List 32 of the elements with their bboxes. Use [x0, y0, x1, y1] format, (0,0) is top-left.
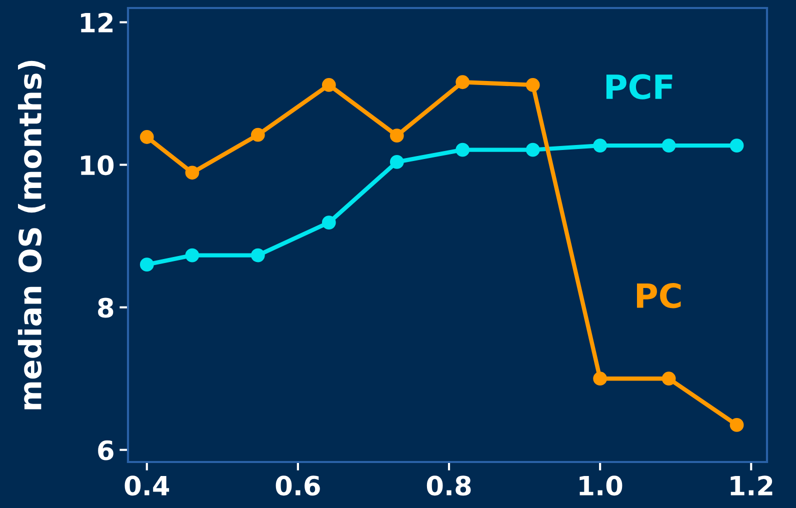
point	[140, 258, 154, 272]
x-tick-label: 0.6	[276, 476, 320, 496]
point	[456, 75, 470, 90]
point	[140, 130, 154, 144]
y-tick-label: 12	[81, 12, 113, 32]
point	[185, 166, 200, 180]
series-label: PC	[636, 283, 681, 308]
point	[730, 138, 744, 152]
point	[593, 138, 608, 152]
x-tick-label: 0.4	[124, 476, 170, 496]
point	[185, 248, 200, 262]
point	[250, 248, 265, 262]
x-tick-label: 1.0	[580, 476, 622, 496]
point	[662, 138, 676, 152]
point	[593, 372, 608, 386]
y-tick-label: 6	[98, 440, 114, 460]
point	[662, 372, 676, 386]
y-tick-label: 10	[81, 155, 114, 176]
point	[322, 216, 336, 230]
point	[526, 78, 540, 92]
x-tick-label: 1.2	[730, 476, 772, 496]
point	[390, 155, 404, 169]
y-tick-label: 8	[98, 298, 114, 318]
series-label: PCF	[606, 74, 672, 100]
x-tick-label: 0.8	[426, 476, 471, 496]
point	[390, 128, 404, 143]
point	[730, 418, 744, 432]
point	[456, 142, 470, 157]
point	[526, 142, 540, 157]
point	[250, 128, 265, 142]
point	[322, 78, 336, 92]
y-axis-title: median OS (months)	[18, 60, 46, 410]
